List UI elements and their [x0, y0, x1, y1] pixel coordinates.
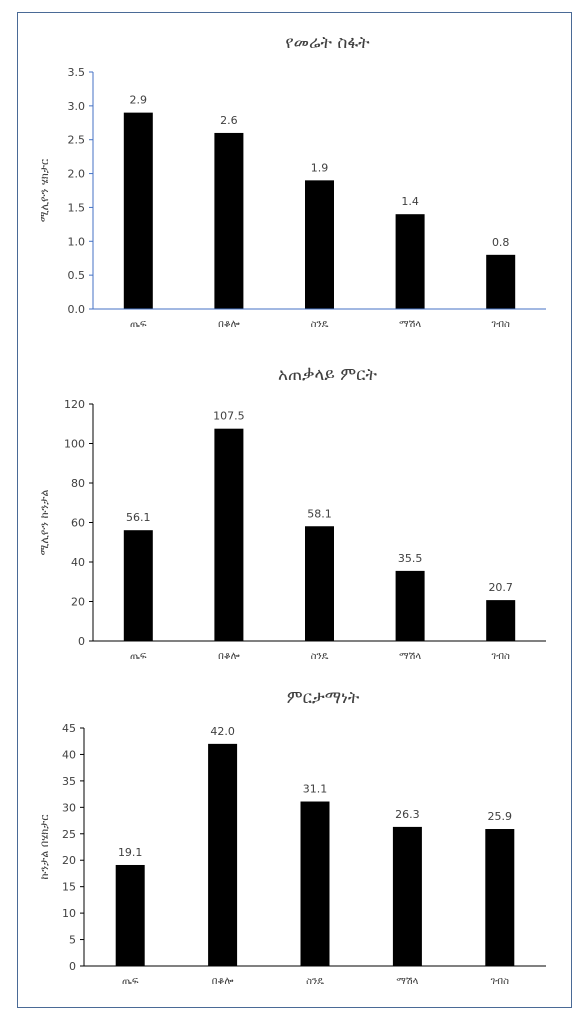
chart-title: ምርታማነት	[287, 688, 360, 708]
y-tick-label: 10	[62, 907, 76, 920]
x-tick-label: ጤፍ	[122, 976, 139, 987]
land-area-chart: የመሬት ስፋት ሚሊዮን ሄክታር 0.0 0.5 1.0 1.5 2.0 2.5 3.0 3.…	[38, 33, 546, 330]
y-axis-label: ሚሊዮን ሄክታር	[38, 159, 51, 222]
bar-3	[305, 180, 334, 309]
y-tick-label: 30	[62, 801, 76, 814]
y-tick-label: 25	[62, 828, 76, 841]
data-label: 0.8	[492, 236, 510, 249]
bar-1	[123, 112, 153, 309]
data-label: 20.7	[488, 581, 513, 594]
y-tick-label: 60	[71, 517, 85, 530]
x-tick-label: ማሽላ	[399, 319, 421, 330]
y-tick-label: 120	[64, 398, 85, 411]
x-tick-label: ማሽላ	[399, 651, 421, 662]
data-label: 35.5	[398, 552, 423, 565]
data-label: 56.1	[126, 511, 151, 524]
x-tick-label: ማሽላ	[396, 976, 418, 987]
data-label: 58.1	[307, 507, 332, 520]
data-label: 2.9	[130, 94, 148, 107]
y-tick-label: 2.5	[68, 134, 86, 147]
y-tick-label: 20	[62, 854, 76, 867]
y-tick-label: 5	[69, 934, 76, 947]
y-tick-label: 0	[78, 635, 85, 648]
bar-3	[305, 526, 334, 641]
y-tick-label: 2.0	[68, 168, 86, 181]
y-tick-label: 0.0	[68, 303, 86, 316]
productivity-chart: ምርታማነት ኩንታል በሄክታር 0 5 10 15 20 25 30 35 40 45 19.1 ጤፍ…	[38, 688, 546, 987]
y-tick-label: 1.5	[68, 201, 86, 214]
figure-frame: የመሬት ስፋት ሚሊዮን ሄክታር 0.0 0.5 1.0 1.5 2.0 2.5 3.0 3.…	[17, 12, 572, 1008]
data-label: 31.1	[303, 783, 328, 796]
x-tick-label: በቆሎ	[212, 976, 234, 987]
x-tick-label: ገብስ	[492, 651, 511, 662]
y-axis-label: ኩንታል በሄክታር	[38, 815, 51, 880]
data-label: 26.3	[395, 808, 420, 821]
bar-4	[395, 570, 425, 641]
x-tick-label: ገብስ	[491, 976, 510, 987]
bar-1	[123, 530, 153, 641]
bar-2	[208, 743, 238, 966]
chart-title: አጠቃላይ ምርት	[278, 365, 378, 385]
data-label: 1.4	[401, 195, 419, 208]
bar-3	[300, 801, 330, 966]
data-label: 2.6	[220, 114, 238, 127]
x-tick-label: ስንዴ	[311, 319, 329, 330]
y-tick-label: 100	[64, 438, 85, 451]
x-tick-label: ገብስ	[492, 319, 511, 330]
y-tick-label: 80	[71, 477, 85, 490]
bar-2	[214, 132, 244, 309]
data-label: 25.9	[488, 810, 513, 823]
bar-5	[486, 254, 516, 309]
data-label: 19.1	[118, 846, 143, 859]
data-label: 107.5	[213, 410, 245, 423]
y-tick-label: 1.0	[68, 235, 86, 248]
y-axis-label: ሚሊዮን ኩንታል	[38, 490, 51, 556]
chart-title: የመሬት ስፋት	[285, 33, 370, 53]
bar-5	[485, 829, 515, 966]
data-label: 42.0	[210, 725, 235, 738]
x-tick-label: ጤፍ	[130, 651, 147, 662]
y-tick-label: 0	[69, 960, 76, 973]
x-tick-label: ስንዴ	[311, 651, 329, 662]
y-tick-label: 20	[71, 596, 85, 609]
x-tick-label: በቆሎ	[218, 651, 240, 662]
y-tick-label: 40	[71, 556, 85, 569]
bar-2	[214, 428, 244, 641]
bar-1	[115, 864, 145, 966]
y-tick-label: 0.5	[68, 269, 86, 282]
y-tick-label: 40	[62, 748, 76, 761]
bar-4	[395, 214, 425, 309]
x-tick-label: ጤፍ	[130, 319, 147, 330]
x-tick-label: በቆሎ	[218, 319, 240, 330]
bar-5	[486, 600, 516, 641]
y-tick-label: 35	[62, 775, 76, 788]
total-production-chart: አጠቃላይ ምርት ሚሊዮን ኩንታል 0 20 40 60 80 100 120 56.1 ጤፍ 1…	[38, 365, 546, 662]
data-label: 1.9	[311, 161, 329, 174]
y-tick-label: 45	[62, 722, 76, 735]
y-tick-label: 3.5	[68, 66, 86, 79]
y-tick-label: 15	[62, 881, 76, 894]
bar-4	[392, 826, 422, 966]
y-tick-label: 3.0	[68, 100, 86, 113]
x-tick-label: ስንዴ	[306, 976, 324, 987]
